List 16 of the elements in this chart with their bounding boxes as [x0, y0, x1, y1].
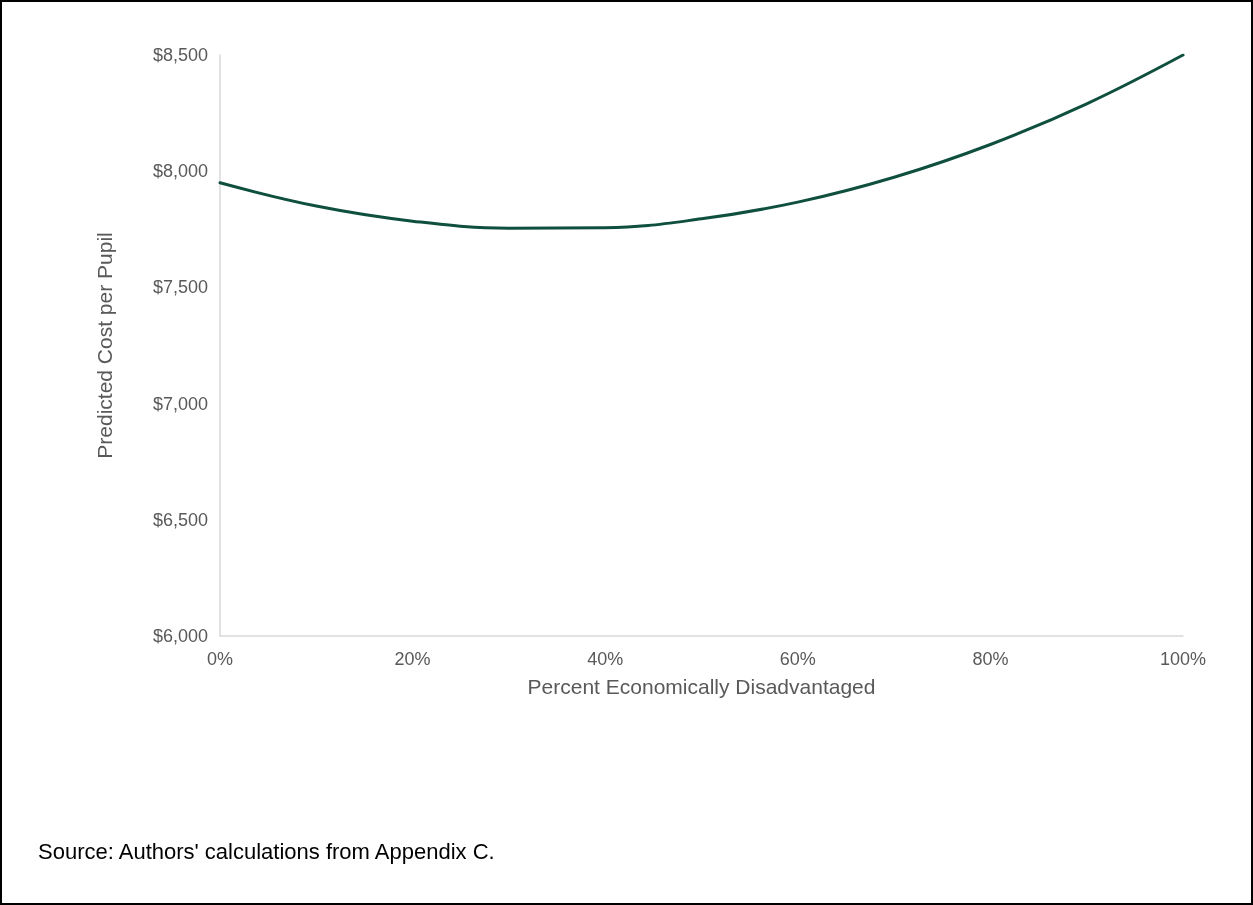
x-tick-label: 60%: [779, 649, 816, 669]
y-axis-title: Predicted Cost per Pupil: [93, 232, 116, 459]
y-tick-label: $8,000: [152, 161, 208, 182]
x-tick-label: 20%: [394, 649, 431, 669]
y-tick-label: $8,500: [152, 45, 208, 65]
source-note: Source: Authors' calculations from Appendix C.: [38, 838, 495, 864]
x-tick-label: 80%: [972, 649, 1009, 669]
y-tick-label: $6,000: [152, 626, 208, 646]
line-series: [218, 53, 1185, 230]
x-tick-label: 40%: [587, 649, 624, 669]
x-tick-label: 100%: [1159, 649, 1207, 669]
x-axis-title: Percent Economically Disadvantaged: [527, 675, 876, 698]
y-tick-label: $7,000: [152, 393, 208, 414]
y-tick-label: $7,500: [152, 277, 208, 298]
x-tick-label: 0%: [206, 649, 234, 669]
y-tick-label: $6,500: [152, 509, 208, 530]
